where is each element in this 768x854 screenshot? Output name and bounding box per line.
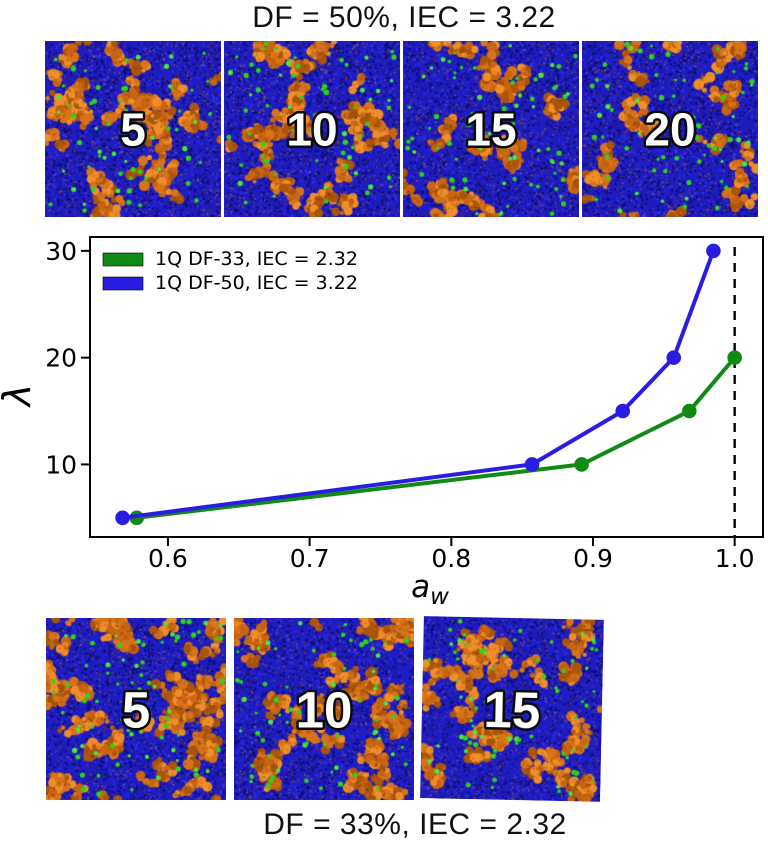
snapshot-label-overlay: 20	[642, 101, 698, 158]
snapshot-lambda-label: 15	[483, 681, 541, 739]
snapshot-lambda-label: 20	[644, 104, 695, 156]
snapshot-label-overlay: 5	[118, 101, 149, 158]
y-axis-label: λ	[0, 384, 39, 409]
x-tick-label: 0.7	[290, 544, 330, 573]
snapshot-lambda-label: 15	[465, 104, 516, 156]
snapshot-texture	[403, 41, 579, 217]
snapshot-label-overlay: 15	[463, 101, 519, 158]
x-tick-label: 1.0	[715, 544, 755, 573]
x-tick-label: 0.8	[431, 544, 471, 573]
snapshot-lambda-label: 10	[286, 104, 337, 156]
bottom-snapshot-row: 5 10 15	[46, 616, 604, 802]
series-line-0	[134, 355, 737, 520]
snapshot-texture	[224, 41, 400, 217]
snapshot-label-overlay: 5	[119, 679, 152, 741]
plot-box	[89, 236, 764, 538]
data-point	[115, 510, 130, 526]
data-point	[682, 403, 697, 419]
snapshot-texture	[234, 618, 414, 800]
x-tick-label: 0.6	[148, 544, 188, 573]
x-tick-label: 0.9	[573, 544, 613, 573]
data-point	[727, 350, 742, 365]
legend-entry: 1Q DF-33, IEC = 2.32	[155, 248, 358, 270]
top-snapshot-row: 5 10 15 20	[45, 41, 758, 217]
snapshot-label-overlay: 15	[481, 678, 544, 741]
x-axis-label: aw	[411, 569, 449, 610]
bottom-title: DF = 33%, IEC = 2.32	[263, 808, 567, 841]
legend-swatch	[102, 252, 144, 267]
snapshot-lambda-label: 5	[120, 104, 146, 156]
legend-entry: 1Q DF-50, IEC = 3.22	[155, 272, 358, 294]
snapshot-lambda-label: 10	[296, 681, 353, 738]
simulation-snapshot: 15	[420, 616, 604, 802]
data-point	[574, 457, 589, 472]
snapshot-texture	[582, 41, 758, 217]
simulation-snapshot: 10	[234, 618, 414, 800]
data-point	[615, 403, 631, 419]
snapshot-texture	[45, 41, 221, 217]
legend-swatch	[102, 276, 144, 291]
data-point	[666, 350, 682, 365]
simulation-snapshot: 20	[582, 41, 758, 217]
y-tick-label: 10	[45, 450, 77, 479]
snapshot-label-overlay: 10	[293, 679, 355, 741]
snapshot-texture	[46, 618, 226, 800]
top-title: DF = 50%, IEC = 3.22	[252, 1, 556, 34]
data-point	[524, 457, 540, 472]
snapshot-label-overlay: 10	[284, 101, 340, 158]
simulation-snapshot: 10	[224, 41, 400, 217]
y-tick-label: 20	[45, 344, 77, 373]
data-point	[706, 243, 721, 259]
simulation-snapshot: 5	[45, 41, 221, 217]
simulation-snapshot: 5	[46, 618, 226, 800]
y-tick-label: 30	[45, 237, 77, 266]
snapshot-lambda-label: 5	[122, 681, 150, 738]
simulation-snapshot: 15	[403, 41, 579, 217]
